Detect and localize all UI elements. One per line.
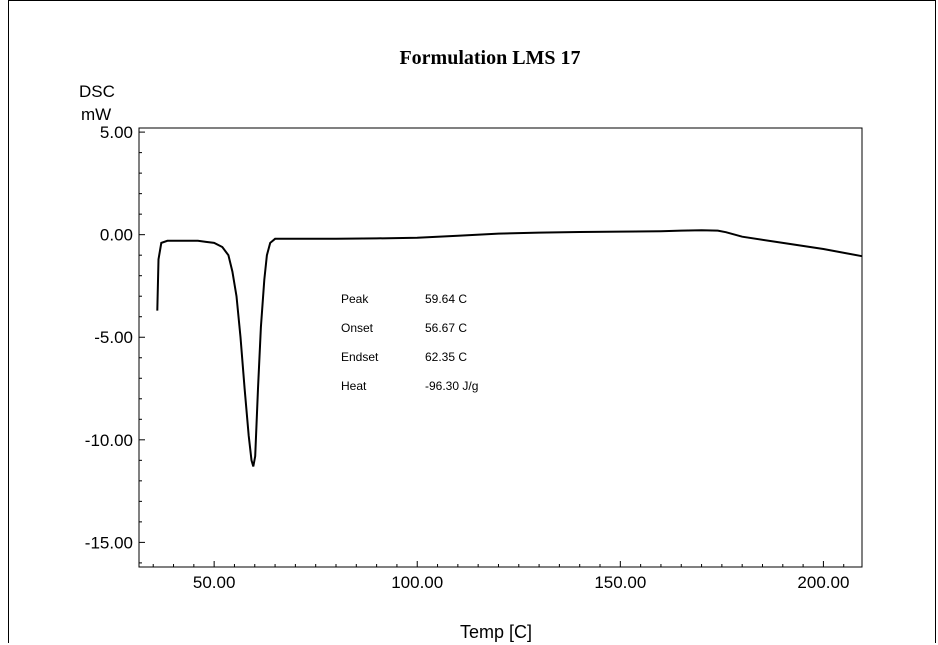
annotation-value: 56.67 C — [425, 321, 467, 335]
plot-area — [138, 127, 863, 568]
y-tick-label: -5.00 — [94, 328, 133, 347]
annotation-value: 59.64 C — [425, 292, 467, 306]
chart-title: Formulation LMS 17 — [399, 47, 580, 69]
annotation-label: Endset — [341, 350, 379, 364]
annotation-label: Peak — [341, 292, 369, 306]
y-axis-unit: mW — [81, 105, 111, 124]
x-axis-label: Temp [C] — [460, 622, 532, 642]
annotation-value: -96.30 J/g — [425, 379, 478, 393]
y-axis-ticks: 5.00 0.00 -5.00 -10.00 -15.00 — [85, 123, 145, 564]
y-tick-label: -15.00 — [85, 533, 133, 552]
x-tick-label: 50.00 — [193, 573, 236, 592]
x-tick-label: 150.00 — [594, 573, 646, 592]
y-tick-label: -10.00 — [85, 431, 133, 450]
annotation-label: Onset — [341, 321, 374, 335]
annotation-label: Heat — [341, 379, 367, 393]
x-tick-label: 100.00 — [391, 573, 443, 592]
y-axis-label: DSC — [79, 82, 115, 101]
x-axis-ticks: 50.00 100.00 150.00 200.00 — [152, 561, 849, 592]
chart-frame — [8, 0, 936, 643]
peak-annotations: Peak 59.64 C Onset 56.67 C Endset 62.35 C Heat… — [341, 292, 478, 393]
dsc-curve-series — [156, 229, 863, 467]
y-tick-label: 5.00 — [100, 123, 133, 142]
y-tick-label: 0.00 — [100, 226, 133, 245]
annotation-value: 62.35 C — [425, 350, 467, 364]
x-tick-label: 200.00 — [797, 573, 849, 592]
